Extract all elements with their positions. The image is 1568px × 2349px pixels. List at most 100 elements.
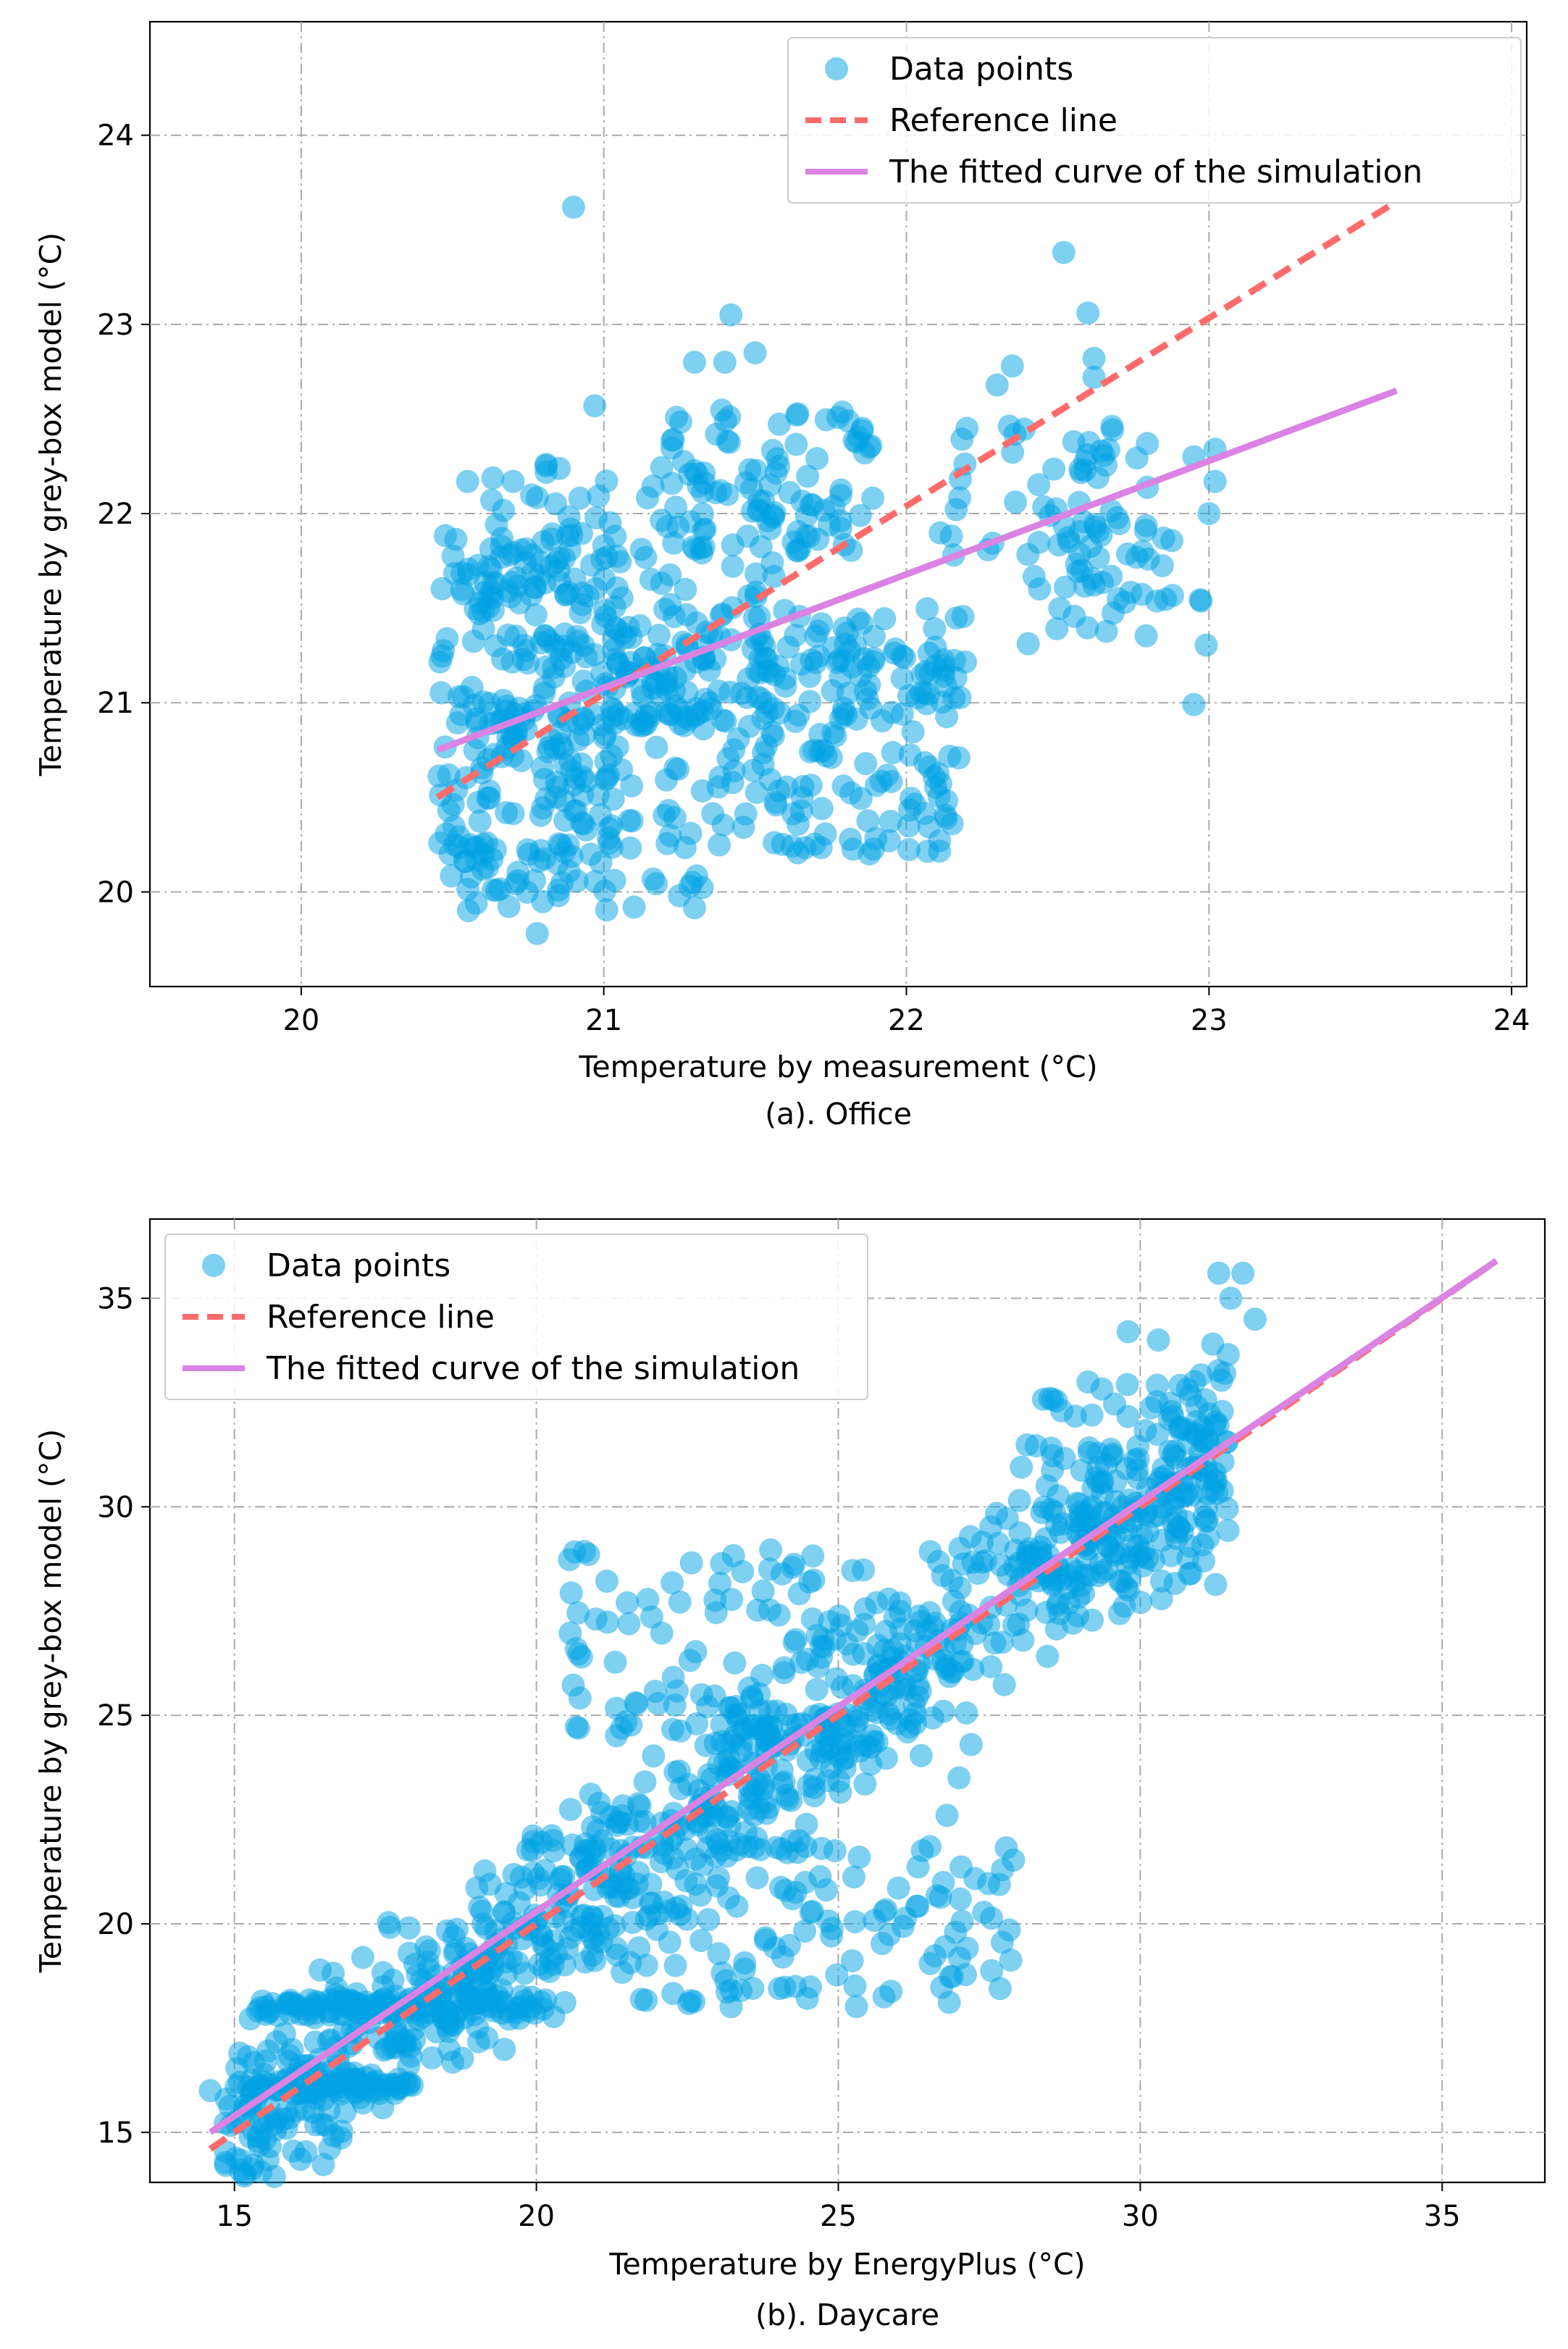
data-point xyxy=(603,1650,627,1674)
data-point xyxy=(882,1696,906,1720)
data-point xyxy=(729,1979,752,2003)
data-point xyxy=(1086,545,1110,569)
data-point xyxy=(568,486,592,510)
data-point xyxy=(928,772,952,795)
data-point xyxy=(651,1833,675,1857)
data-point xyxy=(583,394,607,418)
data-point xyxy=(664,495,688,519)
data-point xyxy=(829,478,853,502)
data-point xyxy=(1134,624,1158,648)
data-point xyxy=(605,1810,629,1834)
data-point xyxy=(754,1926,777,1950)
data-point xyxy=(1004,490,1028,514)
data-point xyxy=(629,537,653,561)
data-point xyxy=(558,1798,582,1822)
fitted-curve xyxy=(436,388,1398,753)
data-point xyxy=(1049,1520,1073,1544)
data-point xyxy=(640,1605,663,1629)
x-axis-label: Temperature by measurement (°C) xyxy=(578,1050,1097,1084)
data-point xyxy=(437,799,461,823)
data-point xyxy=(1016,632,1040,656)
data-point xyxy=(909,1743,933,1767)
data-point xyxy=(617,1612,641,1636)
x-tick-label: 20 xyxy=(282,1004,319,1037)
data-point xyxy=(476,786,500,810)
data-point xyxy=(461,629,485,653)
data-point xyxy=(864,774,888,797)
data-point xyxy=(839,781,863,805)
data-point xyxy=(947,1766,971,1790)
data-point xyxy=(846,1709,870,1733)
data-point xyxy=(1116,1578,1140,1602)
data-point xyxy=(810,1837,834,1860)
axis-ticks: 15 20 25 30 35 15 20 25 30 35 xyxy=(97,1282,1461,2233)
y-tick-label: 15 xyxy=(97,2116,134,2150)
data-point xyxy=(915,597,939,621)
data-point xyxy=(616,616,640,640)
data-point xyxy=(806,1654,830,1678)
data-point xyxy=(961,1550,985,1574)
data-point xyxy=(450,2046,474,2070)
data-point xyxy=(918,1540,942,1564)
data-point xyxy=(458,1985,482,2009)
data-point xyxy=(646,1692,670,1715)
y-tick-label: 35 xyxy=(97,1282,134,1315)
data-point xyxy=(713,351,737,374)
data-point xyxy=(685,611,708,635)
data-point xyxy=(944,606,968,630)
data-point xyxy=(749,1838,773,1862)
data-point xyxy=(948,1887,972,1911)
data-point xyxy=(985,373,1009,397)
data-point xyxy=(799,1975,823,1999)
legend-label-data-points: Data points xyxy=(267,1247,450,1284)
data-point xyxy=(1231,1261,1255,1285)
data-point xyxy=(1164,1446,1188,1470)
data-point xyxy=(1149,1587,1173,1611)
x-tick-label: 35 xyxy=(1424,2200,1461,2233)
x-tick-label: 25 xyxy=(820,2200,857,2233)
data-point xyxy=(713,709,737,733)
data-point xyxy=(1050,1399,1073,1423)
data-point xyxy=(795,524,818,548)
data-point xyxy=(1100,414,1124,438)
data-point xyxy=(852,1558,876,1582)
data-point xyxy=(736,524,760,548)
data-point xyxy=(1146,1503,1170,1527)
data-point xyxy=(541,1829,565,1852)
data-point xyxy=(397,1916,421,1940)
data-point xyxy=(619,836,642,860)
data-point xyxy=(474,1916,498,1940)
data-point xyxy=(468,1896,492,1919)
legend-label-data-points: Data points xyxy=(889,51,1073,88)
data-point xyxy=(563,766,587,790)
data-point xyxy=(970,1531,994,1554)
data-point xyxy=(1160,1399,1183,1423)
data-point xyxy=(251,1989,274,2013)
data-point xyxy=(532,768,556,792)
legend-box xyxy=(164,1234,868,1400)
data-point xyxy=(881,741,905,764)
data-point xyxy=(813,822,837,846)
data-point xyxy=(1120,1533,1144,1557)
data-point xyxy=(555,1937,579,1961)
data-point xyxy=(569,1846,592,1869)
data-point xyxy=(1077,431,1101,454)
data-point xyxy=(569,600,592,624)
data-point xyxy=(591,1829,615,1853)
data-point xyxy=(377,1911,401,1935)
data-point xyxy=(516,880,539,904)
x-tick-label: 21 xyxy=(585,1004,622,1037)
data-point xyxy=(1080,1403,1104,1427)
data-point xyxy=(282,2139,306,2163)
data-point xyxy=(807,645,831,668)
data-point xyxy=(611,1961,634,1984)
data-point xyxy=(942,648,966,672)
data-point xyxy=(906,1855,930,1879)
data-point xyxy=(540,527,563,551)
data-point xyxy=(479,580,503,604)
data-point xyxy=(858,673,881,697)
data-point xyxy=(908,1679,932,1703)
data-point xyxy=(852,1642,876,1666)
data-point xyxy=(498,2007,521,2031)
data-point xyxy=(700,1801,723,1825)
